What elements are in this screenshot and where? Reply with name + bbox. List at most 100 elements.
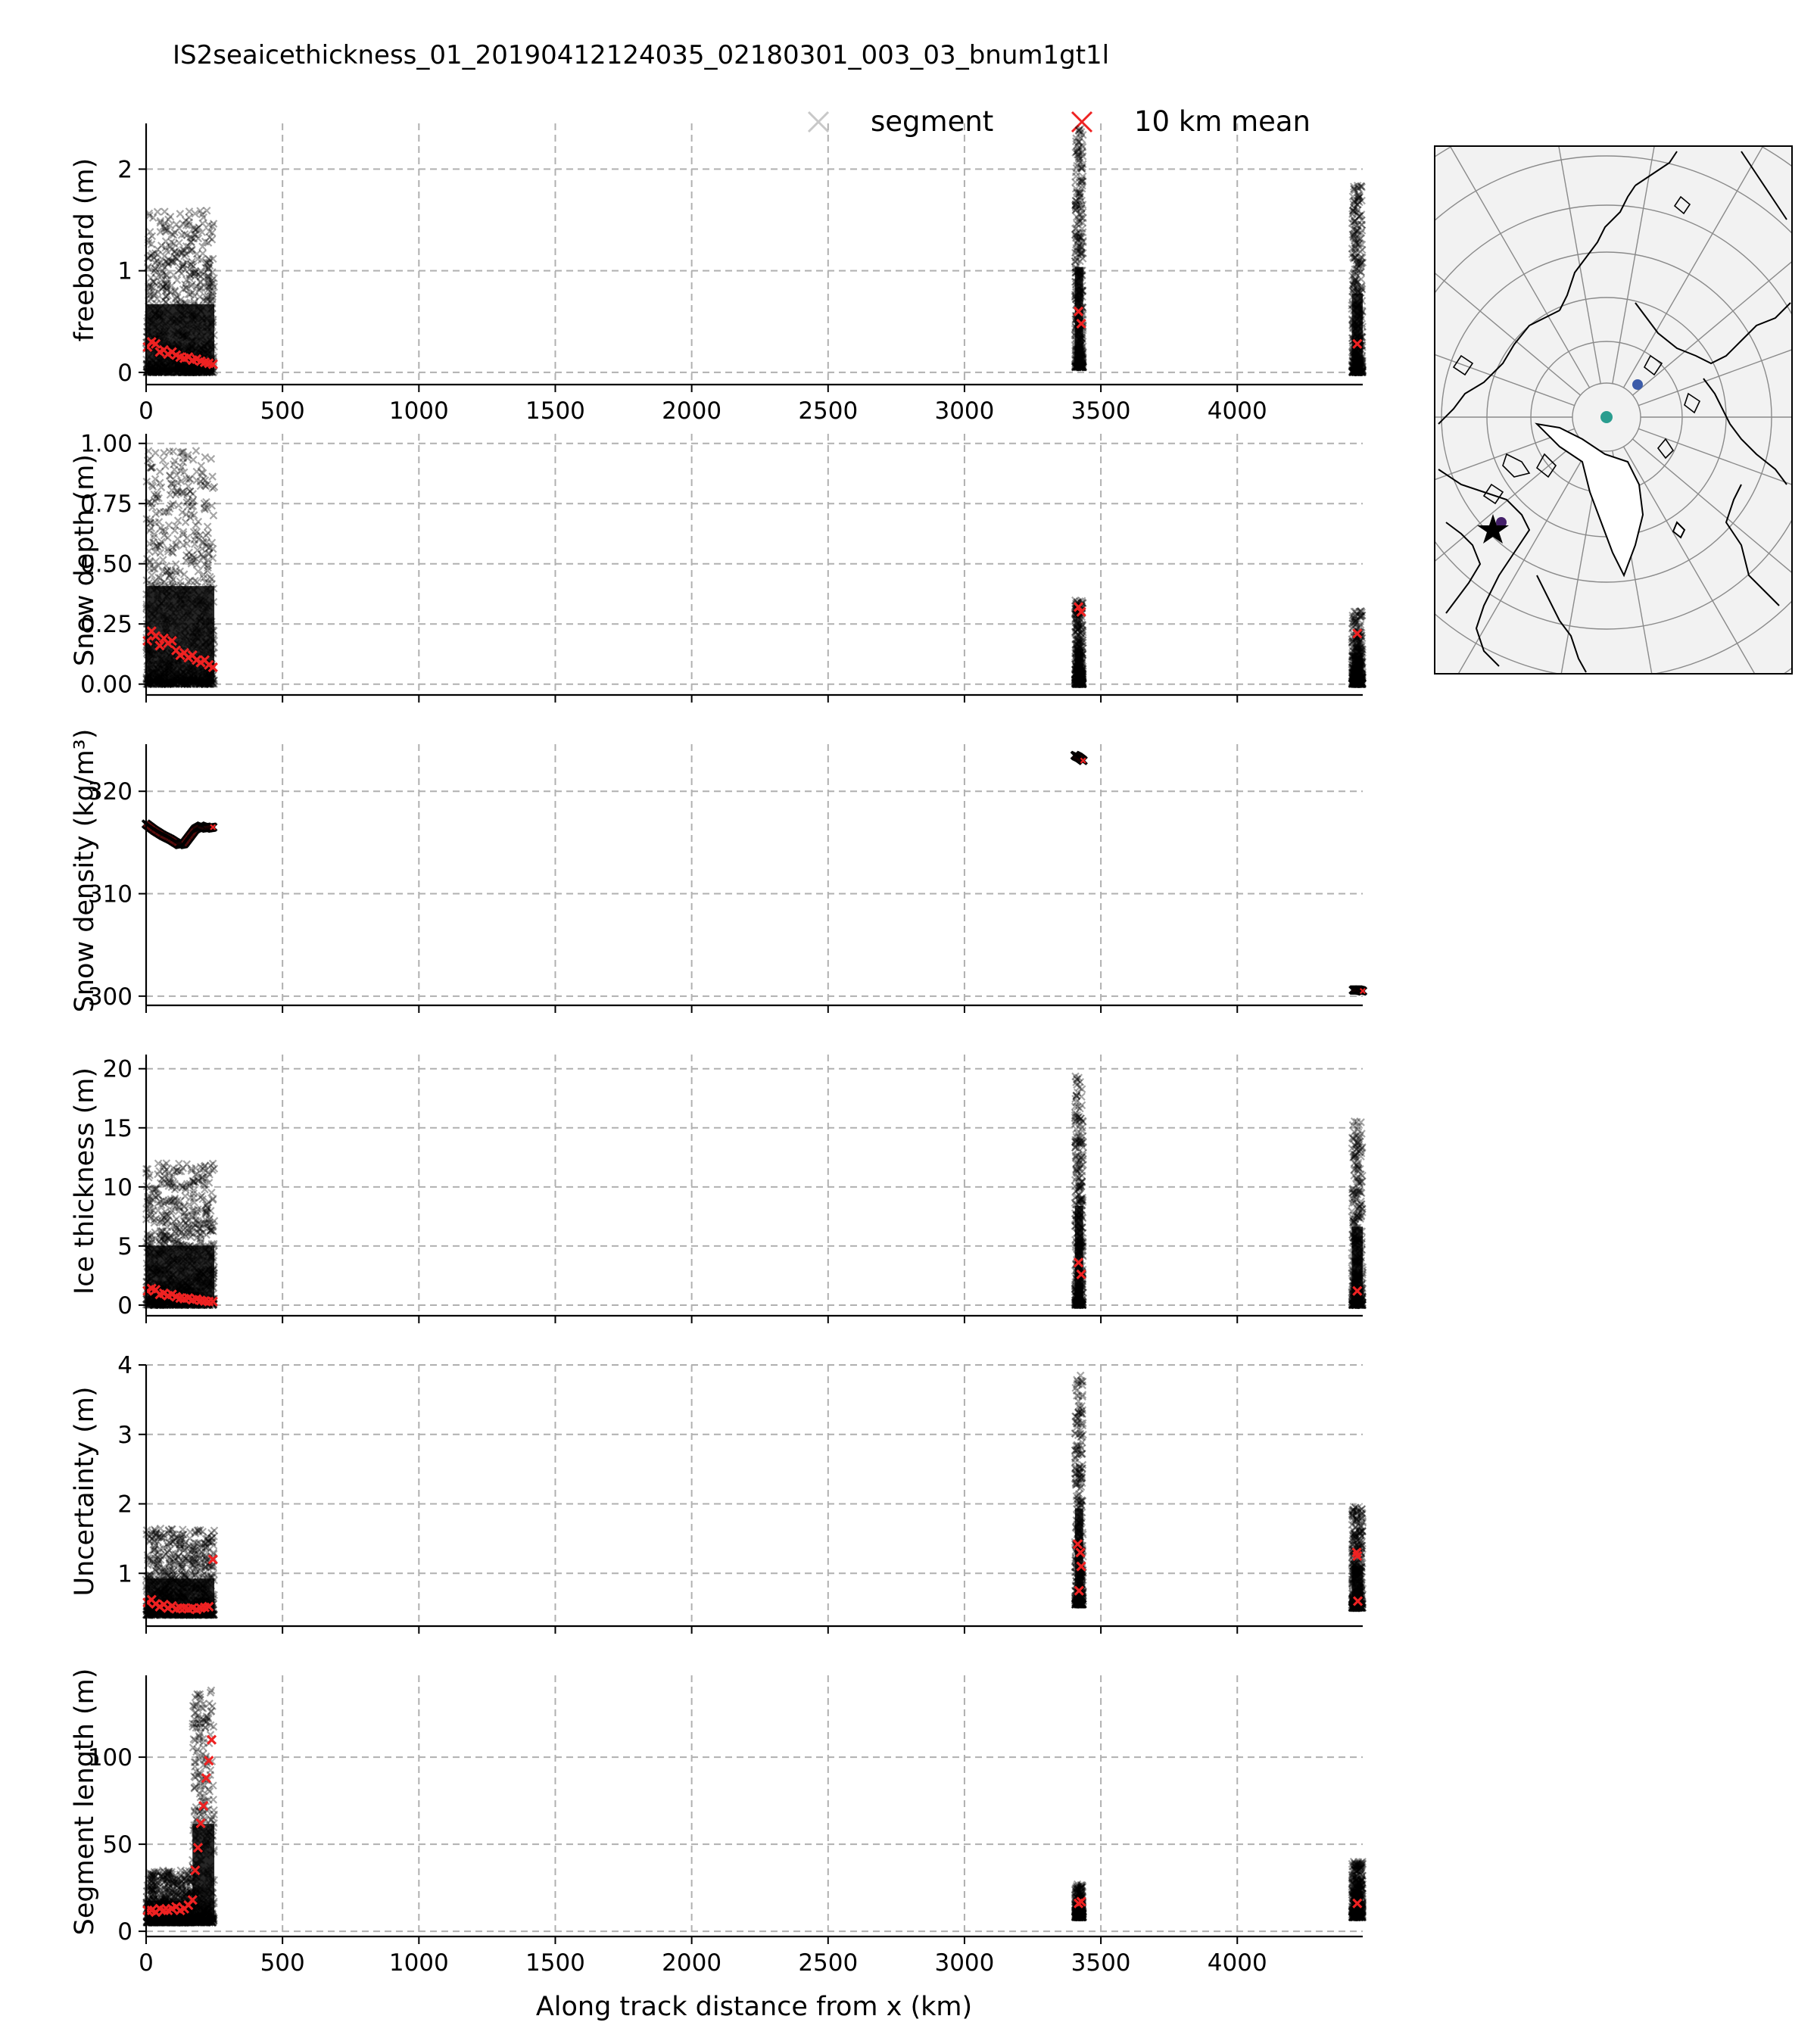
segment-point (155, 304, 164, 313)
segment-point (167, 365, 176, 373)
segment-point (176, 318, 185, 326)
segment-point (196, 207, 204, 215)
segment-point (208, 345, 217, 354)
segment-point (194, 365, 203, 373)
segment-point (150, 367, 159, 376)
segment-point (188, 343, 196, 351)
segment-point (148, 232, 157, 241)
x-tick-label: 3000 (934, 397, 994, 425)
segment-point (156, 358, 164, 366)
mean-points (142, 306, 1363, 369)
segment-point (204, 282, 213, 291)
segment-point (207, 367, 216, 376)
y-tick-label: 2 (117, 156, 132, 183)
segment-point (205, 233, 214, 241)
segment-point (204, 346, 212, 354)
x-tick-label: 1000 (389, 397, 449, 425)
segment-point (158, 368, 167, 376)
segment-point (182, 250, 190, 258)
segment-point (174, 344, 183, 353)
segment-point (174, 307, 183, 316)
segment-point (202, 206, 211, 215)
segment-point (179, 364, 188, 373)
segment-point (161, 270, 170, 279)
segment-point (153, 207, 162, 217)
segment-point (155, 357, 164, 366)
segment-point (157, 276, 167, 285)
segment-point (164, 307, 173, 316)
segment-point (170, 365, 179, 374)
segment-point (174, 501, 183, 509)
segment-point (187, 282, 195, 290)
segment-point (188, 367, 196, 376)
segment-point (192, 311, 201, 320)
segment-point (181, 1192, 189, 1201)
segment-point (157, 285, 167, 293)
figure-title: IS2seaicethickness_01_20190412124035_021… (173, 40, 1109, 70)
segment-point (208, 368, 217, 377)
segment-point (190, 269, 198, 277)
segment-point (189, 367, 198, 376)
segment-point (181, 305, 189, 314)
segment-point (198, 249, 207, 258)
segment-point (159, 282, 167, 291)
segment-point (182, 360, 191, 369)
segment-point (189, 288, 197, 297)
segment-point (205, 368, 213, 377)
segment-point (163, 271, 171, 280)
segment-point (182, 368, 191, 376)
segment-point (187, 260, 196, 269)
segment-point (152, 273, 161, 282)
segment-point (187, 341, 196, 351)
segment-point (204, 254, 213, 263)
segment-point (161, 338, 170, 347)
segment-point (196, 272, 205, 281)
segment-point (186, 238, 195, 247)
segment-point (180, 252, 189, 260)
segment-point (188, 269, 197, 277)
segment-point (148, 367, 157, 376)
segment-point (190, 366, 198, 374)
segment-point (195, 304, 204, 313)
segment-point (193, 365, 202, 373)
segment-point (207, 235, 217, 244)
segment-point (158, 359, 167, 368)
segment-point (197, 366, 205, 375)
segment-point (162, 368, 171, 376)
segment-point (170, 228, 179, 237)
segment-point (155, 367, 164, 376)
segment-point (179, 262, 187, 271)
segment-point (147, 367, 155, 375)
segment-point (204, 264, 213, 273)
segment-point (146, 365, 154, 373)
segment-point (154, 311, 162, 319)
segment-point (142, 554, 151, 563)
segment-point (185, 342, 194, 351)
segment-point (201, 453, 210, 462)
segment-point (185, 207, 194, 216)
segment-point (196, 277, 204, 286)
segment-point (195, 284, 204, 292)
segment-point (170, 270, 178, 279)
segment-point (189, 299, 198, 308)
segment-point (146, 359, 154, 368)
segment-point (193, 368, 201, 377)
segment-point (161, 363, 170, 372)
segment-point (157, 363, 166, 372)
segment-point (183, 304, 192, 313)
segment-points (141, 750, 1368, 996)
segment-point (170, 257, 179, 266)
segment-point (164, 368, 173, 377)
x-tick-label: 2500 (798, 397, 858, 425)
segment-point (163, 282, 171, 291)
segment-point (181, 365, 189, 374)
segment-point (197, 327, 205, 336)
segment-point (151, 249, 160, 257)
segment-point (149, 278, 158, 286)
segment-point (208, 300, 217, 308)
segment-point (147, 368, 156, 377)
segment-point (206, 298, 214, 307)
segment-point (195, 367, 204, 376)
x-tick-label: 2000 (662, 397, 722, 425)
